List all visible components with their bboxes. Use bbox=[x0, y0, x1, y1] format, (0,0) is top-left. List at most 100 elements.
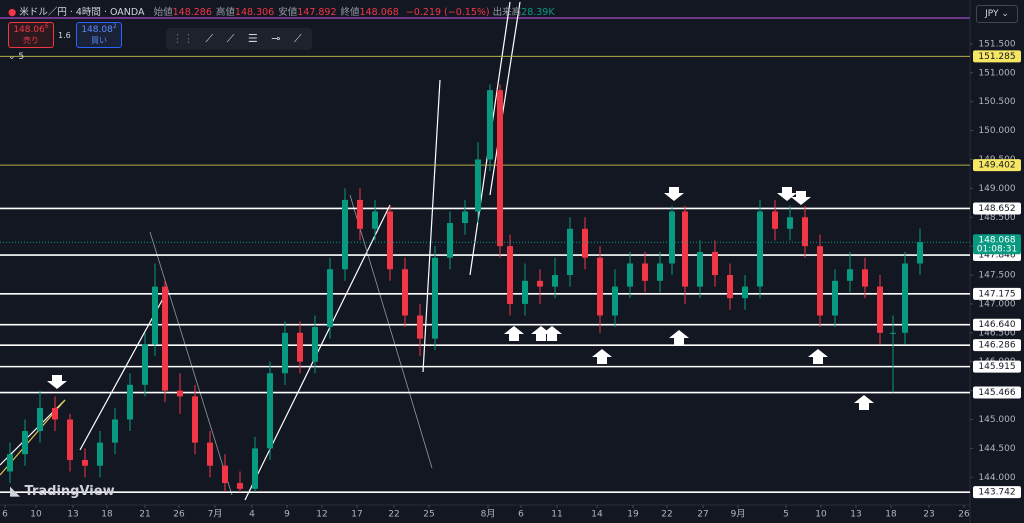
tool-ray[interactable]: ⟋ bbox=[226, 32, 235, 45]
x-tick-label: 22 bbox=[388, 510, 399, 520]
tool-extend[interactable]: ⟋ bbox=[294, 32, 302, 45]
drawing-toolbar: ⋮⋮ ⟋ ⟋ ☰ ⊸ ⟋ bbox=[166, 28, 312, 50]
level-label-box bbox=[973, 386, 1021, 399]
x-tick-label: 22 bbox=[661, 510, 672, 520]
x-tick-label: 7月 bbox=[208, 509, 223, 520]
trend-lines bbox=[0, 1, 521, 501]
candle-body bbox=[22, 431, 28, 455]
candle-body bbox=[682, 211, 688, 287]
y-tick-label: 150.500 bbox=[978, 97, 1015, 107]
candle-body bbox=[669, 211, 675, 264]
candle-body bbox=[697, 251, 703, 287]
tool-hline[interactable]: ⊸ bbox=[271, 32, 281, 45]
x-tick-label: 19 bbox=[627, 510, 639, 520]
candle-body bbox=[917, 242, 923, 264]
candle-body bbox=[7, 454, 13, 472]
indicator-toggle[interactable]: ⌄ 5 bbox=[8, 52, 25, 62]
candle-body bbox=[642, 263, 648, 281]
level-label-box bbox=[973, 318, 1021, 331]
up-arrow bbox=[592, 349, 612, 364]
ohlc: 始値148.286 高値148.306 安値147.892 終値148.068 bbox=[154, 7, 403, 18]
x-tick-label: 17 bbox=[351, 510, 362, 520]
y-tick-label: 145.000 bbox=[978, 415, 1015, 425]
candle-body bbox=[890, 332, 896, 334]
up-arrow bbox=[854, 395, 874, 410]
level-label: 151.285 bbox=[978, 52, 1015, 62]
level-label: 146.640 bbox=[978, 320, 1015, 330]
ohlc-value: 148.068 bbox=[359, 7, 399, 18]
candle-body bbox=[742, 286, 748, 299]
candle-body bbox=[462, 211, 468, 224]
candle-body bbox=[162, 286, 168, 391]
candle-body bbox=[862, 269, 868, 287]
spread: 1.6 bbox=[58, 31, 71, 40]
tool-trend[interactable]: ⟋ bbox=[205, 32, 214, 45]
candle-body bbox=[207, 442, 213, 466]
candle-body bbox=[312, 327, 318, 362]
y-tick-label: 148.500 bbox=[978, 213, 1015, 223]
down-arrow bbox=[791, 191, 811, 205]
candle-body bbox=[152, 286, 158, 345]
x-tick-label: 6 bbox=[2, 510, 8, 520]
arrows bbox=[47, 187, 874, 410]
candle-body bbox=[712, 251, 718, 276]
level-label-box bbox=[973, 486, 1021, 499]
candle-body bbox=[582, 228, 588, 258]
up-arrow bbox=[669, 330, 689, 345]
sell-label: 売り bbox=[23, 36, 39, 45]
x-tick-label: 23 bbox=[923, 510, 934, 520]
candle-body bbox=[252, 448, 258, 489]
candle-body bbox=[402, 269, 408, 316]
candle-body bbox=[127, 384, 133, 420]
y-tick-label: 149.000 bbox=[978, 184, 1015, 194]
x-tick-label: 6 bbox=[518, 510, 524, 520]
change: −0.219 (−0.15%) bbox=[405, 7, 490, 18]
tool-lines[interactable]: ☰ bbox=[247, 32, 258, 45]
y-tick-label: 147.000 bbox=[978, 299, 1015, 309]
x-tick-label: 13 bbox=[67, 510, 78, 520]
buy-label: 買い bbox=[91, 36, 107, 45]
ohlc-label: 安値 bbox=[278, 7, 298, 18]
level-label: 145.466 bbox=[978, 388, 1015, 398]
volume: 28.39K bbox=[521, 7, 555, 18]
x-tick-label: 13 bbox=[850, 510, 861, 520]
volume-label: 出来高 bbox=[492, 7, 522, 18]
ohlc-label: 始値 bbox=[153, 7, 173, 18]
candle-body bbox=[902, 263, 908, 333]
x-tick-label: 5 bbox=[783, 510, 789, 520]
candle-body bbox=[267, 373, 273, 449]
candle-body bbox=[142, 344, 148, 385]
ohlc-label: 高値 bbox=[215, 7, 235, 18]
ohlc-value: 147.892 bbox=[297, 7, 337, 18]
symbol-title[interactable]: 米ドル／円 · 4時間 · OANDA bbox=[19, 7, 145, 18]
levels bbox=[0, 55, 970, 493]
buy-button[interactable]: 148.082 買い bbox=[76, 22, 122, 48]
x-tick-label: 26 bbox=[173, 510, 185, 520]
x-tick-label: 27 bbox=[697, 510, 708, 520]
ohlc-value: 148.306 bbox=[234, 7, 275, 18]
x-tick-label: 18 bbox=[885, 510, 897, 520]
candle-body bbox=[552, 275, 558, 287]
sell-button[interactable]: 148.066 売り bbox=[8, 22, 54, 48]
sell-price: 148.06 bbox=[13, 25, 45, 35]
y-tick-label: 151.500 bbox=[978, 39, 1015, 49]
x-tick-label: 9 bbox=[284, 510, 290, 520]
watermark: ◣ TradingView bbox=[10, 484, 115, 499]
y-tick-label: 151.000 bbox=[978, 68, 1015, 78]
level-label-box bbox=[973, 159, 1021, 172]
candle-body bbox=[192, 396, 198, 443]
level-label-box bbox=[973, 50, 1021, 63]
trend-line bbox=[149, 231, 233, 496]
flag: ● bbox=[8, 7, 17, 18]
candle-body bbox=[297, 332, 303, 362]
level-label-box bbox=[973, 360, 1021, 373]
trend-line bbox=[489, 1, 521, 196]
sell-pip: 6 bbox=[44, 23, 49, 30]
candles bbox=[7, 84, 923, 493]
up-arrow bbox=[808, 349, 828, 364]
candle-body bbox=[387, 211, 393, 270]
currency-select[interactable]: JPY ⌄ bbox=[976, 5, 1018, 23]
trend-line bbox=[349, 194, 433, 469]
